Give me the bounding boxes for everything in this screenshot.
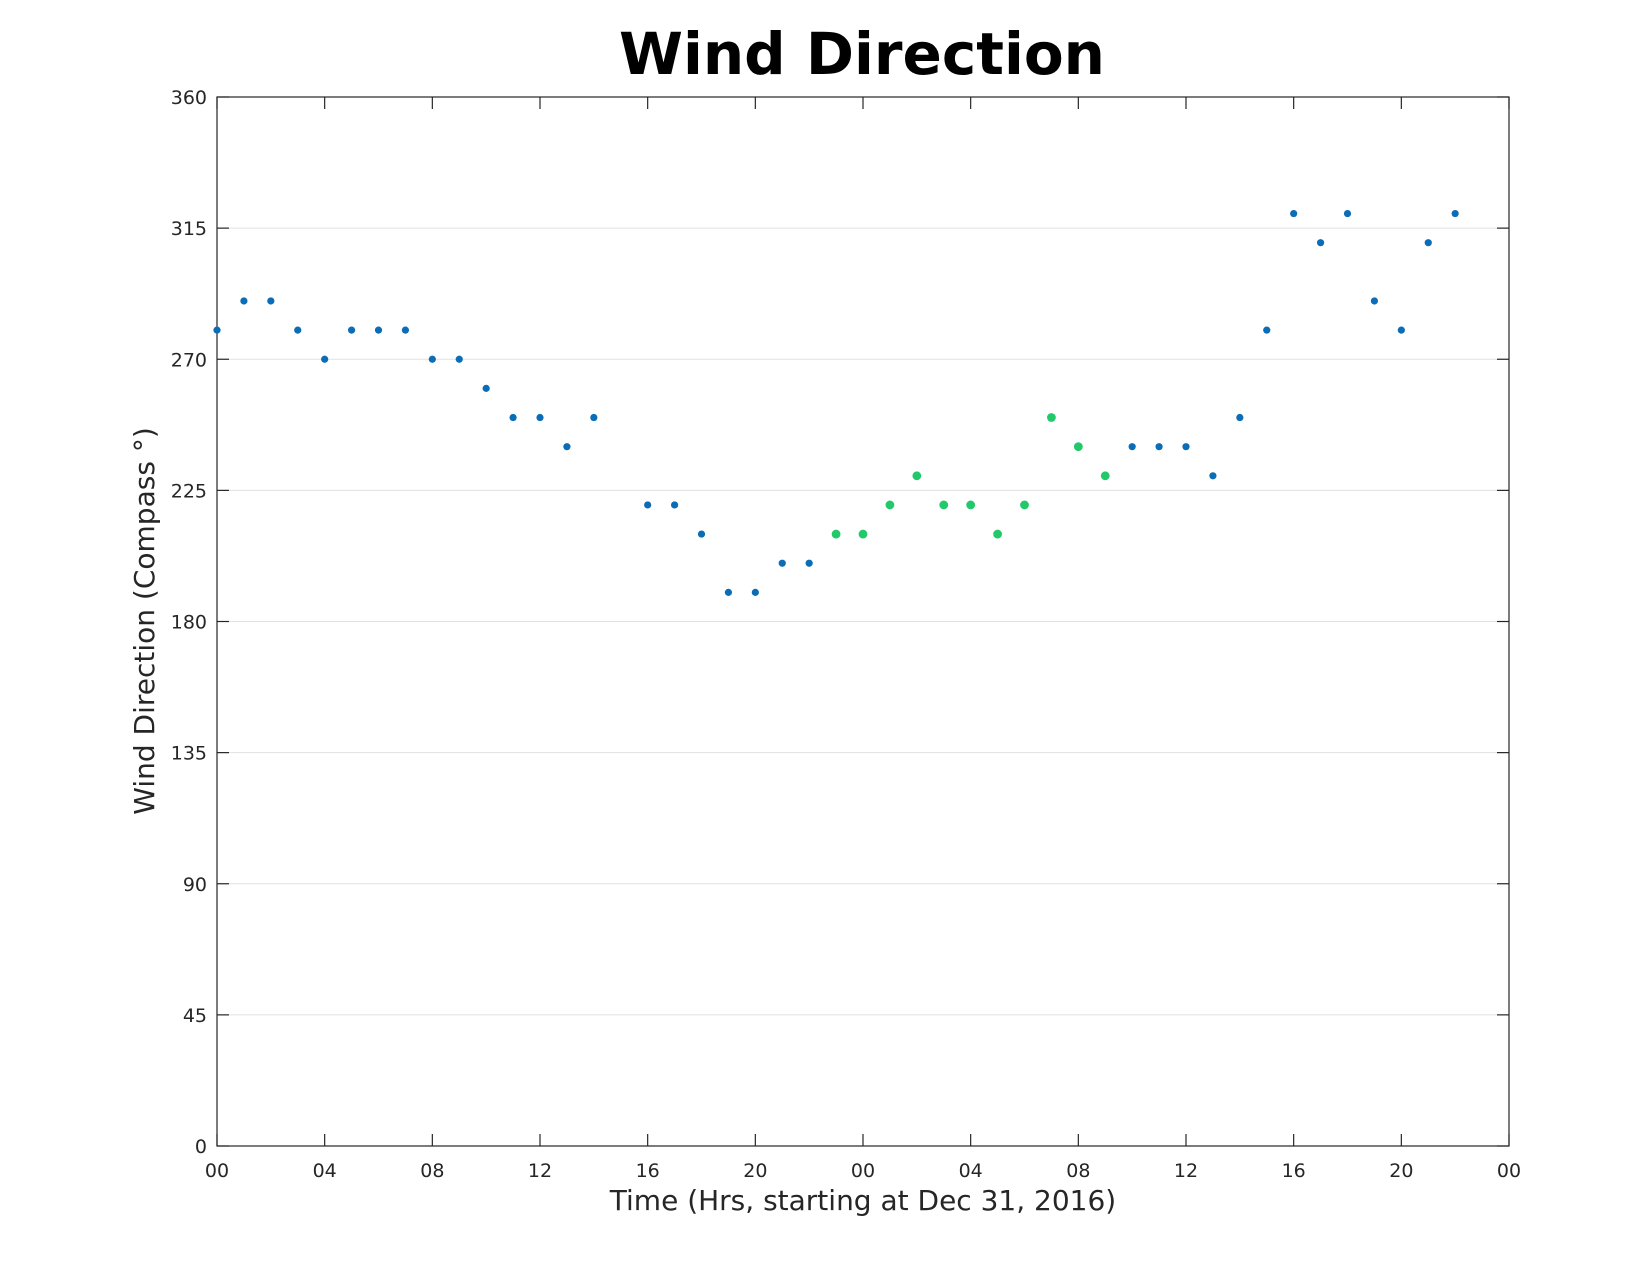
x-tick-label: 04 <box>959 1160 983 1182</box>
data-point <box>1209 472 1217 480</box>
data-point <box>1370 297 1379 305</box>
data-point <box>1343 209 1352 218</box>
data-point <box>1316 239 1325 247</box>
axis-ticks <box>216 96 1510 1147</box>
data-point <box>347 326 356 334</box>
y-tick-label: 45 <box>183 1005 207 1027</box>
data-point <box>536 413 544 422</box>
data-points <box>213 209 1459 596</box>
data-point <box>1073 442 1083 452</box>
data-point <box>590 413 598 422</box>
data-point <box>644 501 652 509</box>
data-point <box>751 588 759 596</box>
data-point <box>1155 443 1163 451</box>
data-point <box>724 588 733 596</box>
data-point <box>1047 413 1056 422</box>
data-point <box>697 530 706 538</box>
data-point <box>455 355 463 363</box>
y-tick-label: 180 <box>171 612 207 634</box>
data-point <box>1236 413 1244 422</box>
data-point <box>1020 500 1029 510</box>
y-tick-label: 270 <box>171 349 207 371</box>
data-point <box>1397 326 1405 334</box>
chart-title: Wind Direction <box>619 20 1105 88</box>
x-tick-labels: 00 04 08 12 16 20 00 04 08 12 16 20 00 <box>205 1160 1521 1182</box>
data-point <box>885 500 895 510</box>
data-point <box>778 559 786 567</box>
data-point <box>509 413 517 422</box>
y-tick-label: 315 <box>171 218 207 240</box>
y-tick-label: 90 <box>183 874 207 896</box>
x-tick-label: 00 <box>1497 1160 1521 1182</box>
x-tick-label: 12 <box>1174 1160 1198 1182</box>
data-point <box>1451 209 1459 218</box>
data-point <box>993 529 1002 539</box>
y-tick-label: 225 <box>171 480 207 502</box>
data-point <box>670 501 679 509</box>
data-point <box>912 471 922 481</box>
y-tick-label: 0 <box>195 1136 207 1158</box>
grid-lines <box>217 227 1509 1016</box>
data-point <box>966 500 976 510</box>
x-tick-label: 00 <box>851 1160 875 1182</box>
data-point <box>321 355 329 363</box>
data-point <box>831 529 841 539</box>
data-point <box>482 384 490 392</box>
data-point <box>240 297 248 305</box>
x-tick-label: 00 <box>205 1160 229 1182</box>
y-axis-label: Wind Direction (Compass °) <box>128 427 161 814</box>
x-tick-label: 08 <box>420 1160 444 1182</box>
data-point <box>1263 326 1271 334</box>
x-tick-label: 16 <box>1282 1160 1306 1182</box>
data-point <box>858 529 868 539</box>
y-tick-labels: 0 45 90 135 180 225 270 315 360 <box>171 87 207 1158</box>
x-tick-label: 20 <box>743 1160 767 1182</box>
data-point <box>1290 209 1298 218</box>
data-point <box>428 355 436 363</box>
y-tick-label: 360 <box>171 87 207 109</box>
data-point <box>294 326 302 334</box>
data-point <box>1128 443 1136 451</box>
y-tick-label: 135 <box>171 743 207 765</box>
data-point <box>1424 239 1432 247</box>
x-tick-label: 16 <box>636 1160 660 1182</box>
x-tick-label: 12 <box>528 1160 552 1182</box>
x-tick-label: 08 <box>1066 1160 1090 1182</box>
x-tick-label: 20 <box>1389 1160 1413 1182</box>
data-point <box>213 326 221 334</box>
data-point <box>805 559 813 567</box>
data-point <box>401 326 410 334</box>
data-point <box>1100 471 1110 481</box>
data-point <box>563 443 571 451</box>
data-point <box>1182 443 1190 451</box>
x-tick-label: 04 <box>313 1160 337 1182</box>
data-point <box>267 297 275 305</box>
data-point <box>939 500 949 510</box>
x-axis-label: Time (Hrs, starting at Dec 31, 2016) <box>609 1184 1116 1217</box>
data-point <box>374 326 383 334</box>
